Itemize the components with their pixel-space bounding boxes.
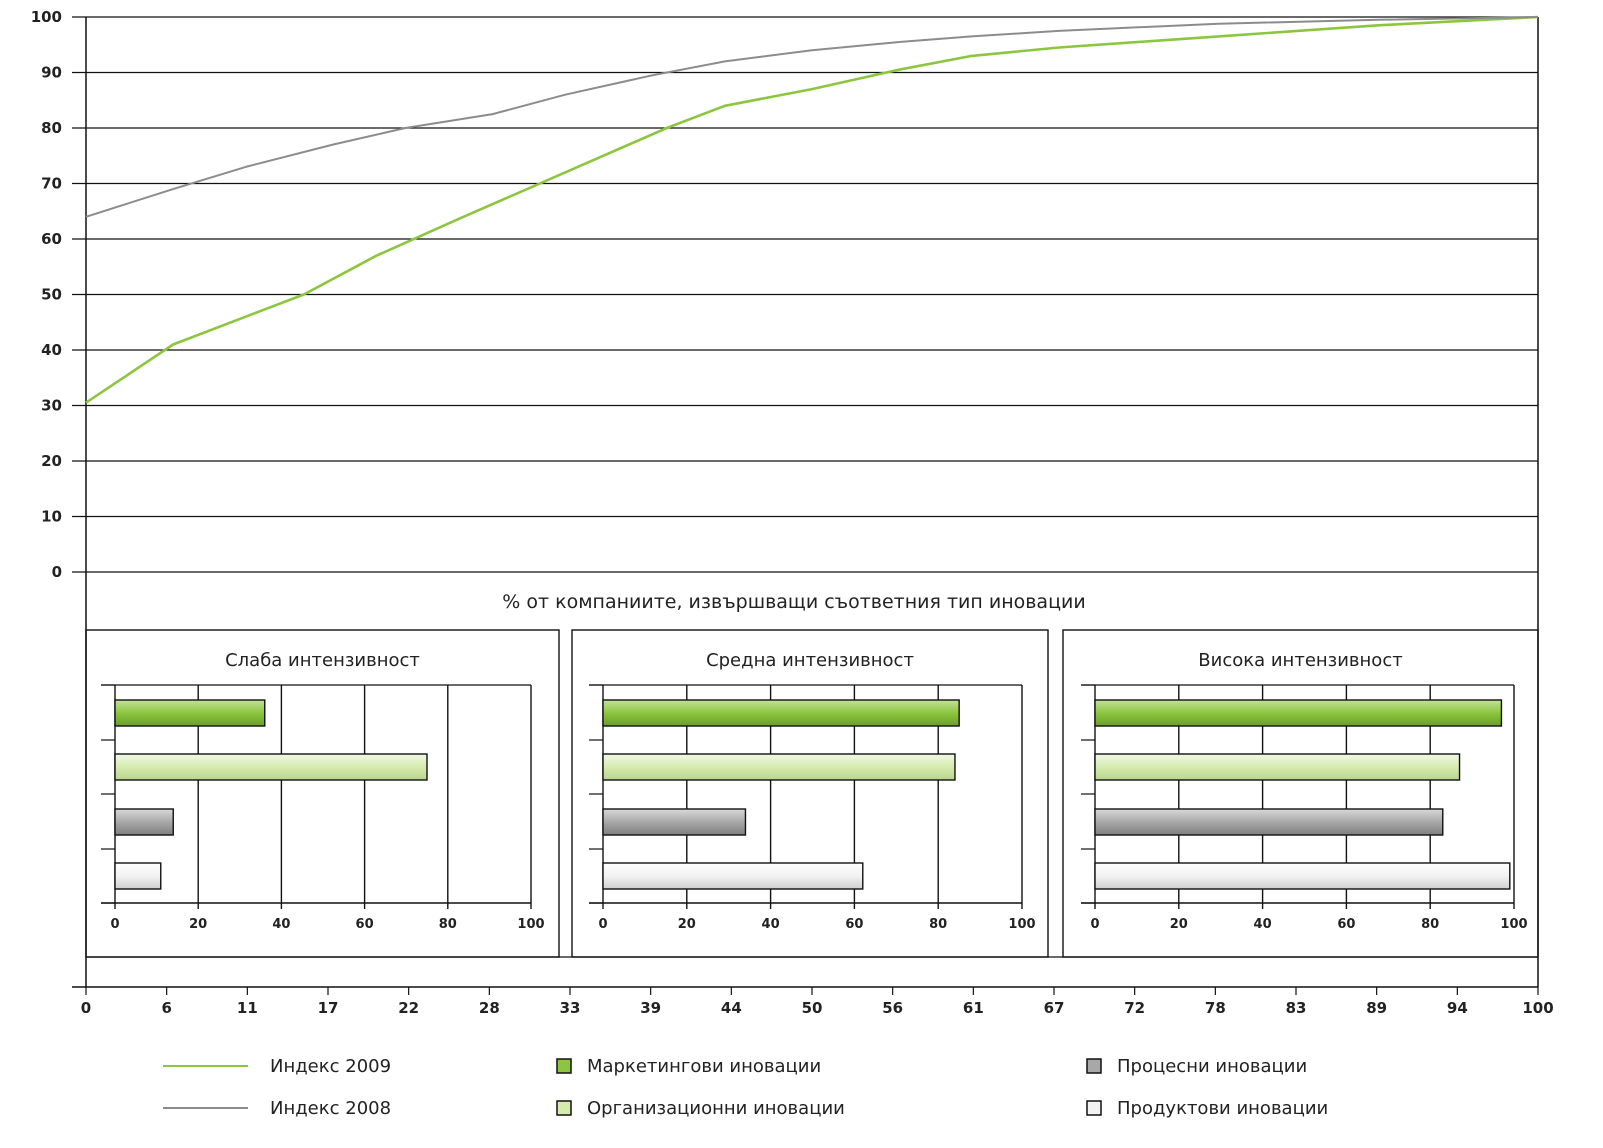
bar-organizational [1094, 753, 1461, 781]
x-tick-label: 17 [318, 999, 339, 1017]
x-tick-label: 50 [802, 999, 823, 1017]
y-tick-label: 80 [41, 119, 62, 137]
plot-caption: % от компаниите, извършващи съответния т… [502, 591, 1085, 613]
x-tick-label: 39 [640, 999, 661, 1017]
legend-item: Индекс 2009 [163, 1056, 391, 1077]
bar-product [1094, 862, 1511, 890]
bar-marketing [1094, 699, 1503, 727]
series-line-index-2009 [85, 15, 1539, 404]
panel-frame [85, 629, 560, 958]
x-tick-label: 78 [1205, 999, 1226, 1017]
legend-item: Продуктови иновации [1086, 1098, 1328, 1119]
y-tick-label: 50 [41, 286, 62, 304]
legend-label: Процесни иновации [1117, 1056, 1307, 1077]
y-tick-label: 0 [52, 563, 62, 581]
x-tick-label: 89 [1366, 999, 1387, 1017]
x-tick-label: 22 [398, 999, 419, 1017]
panel-title: Висока интензивност [1198, 650, 1402, 671]
y-tick-label: 60 [41, 230, 62, 248]
main-plot-layer: % от компаниите, извършващи съответния т… [85, 15, 1539, 613]
y-tick-label: 10 [41, 508, 62, 526]
legend-label: Продуктови иновации [1117, 1098, 1328, 1119]
legend-box-swatch [556, 1058, 572, 1074]
legend-box-swatch [1086, 1100, 1102, 1116]
legend-label: Индекс 2008 [270, 1098, 391, 1119]
legend-box-swatch [556, 1100, 572, 1116]
legend-item: Индекс 2008 [163, 1098, 391, 1119]
panel-x-tick-label: 20 [1170, 917, 1188, 932]
x-tick-label: 61 [963, 999, 984, 1017]
panel-x-tick-label: 0 [1090, 917, 1099, 932]
legend-layer: Индекс 2009 Маркетингови иновации Процесни… [163, 1056, 1328, 1119]
x-tick-label: 94 [1447, 999, 1468, 1017]
legend-item: Маркетингови иновации [556, 1056, 821, 1077]
y-tick-label: 90 [41, 64, 62, 82]
x-tick-label: 44 [721, 999, 742, 1017]
legend-box-swatch [1086, 1058, 1102, 1074]
panel-x-tick-label: 100 [1008, 917, 1035, 932]
x-tick-label: 100 [1522, 999, 1553, 1017]
panel-frame [571, 629, 1049, 958]
legend-item: Процесни иновации [1086, 1056, 1307, 1077]
series-line-index-2008 [85, 16, 1539, 218]
bar-panel-medium-intensity: Средна интензивност 0 20 40 60 80 100 [571, 629, 1049, 958]
y-tick-label: 40 [41, 341, 62, 359]
panel-title: Средна интензивност [706, 650, 914, 671]
x-tick-label: 0 [81, 999, 91, 1017]
panel-x-tick-label: 80 [929, 917, 947, 932]
panel-x-tick-label: 60 [1337, 917, 1355, 932]
bar-panel-weak-intensity: Слаба интензивност 0 20 40 60 80 100 [85, 629, 560, 958]
bar-process [114, 808, 174, 836]
bar-process [602, 808, 747, 836]
y-tick-label: 20 [41, 452, 62, 470]
legend-label: Индекс 2009 [270, 1056, 391, 1077]
x-tick-label: 28 [479, 999, 500, 1017]
legend-item: Организационни иновации [556, 1098, 845, 1119]
panel-x-tick-label: 80 [439, 917, 457, 932]
panel-x-tick-label: 80 [1421, 917, 1439, 932]
y-tick-label: 30 [41, 397, 62, 415]
bar-panel-high-intensity: Висока интензивност 0 20 40 60 80 100 [1062, 629, 1539, 958]
panel-frame [1062, 629, 1539, 958]
x-tick-label: 56 [882, 999, 903, 1017]
x-tick-label: 72 [1124, 999, 1145, 1017]
x-tick-label: 83 [1286, 999, 1307, 1017]
legend-label: Организационни иновации [587, 1098, 845, 1119]
panel-x-tick-label: 0 [110, 917, 119, 932]
x-tick-label: 67 [1044, 999, 1065, 1017]
bar-organizational [602, 753, 956, 781]
bar-process [1094, 808, 1444, 836]
panel-x-tick-label: 20 [678, 917, 696, 932]
y-tick-label: 100 [31, 8, 62, 26]
x-tick-label: 11 [237, 999, 258, 1017]
panel-x-tick-label: 60 [845, 917, 863, 932]
panel-x-tick-label: 20 [189, 917, 207, 932]
panel-x-tick-label: 40 [762, 917, 780, 932]
bar-product [602, 862, 864, 890]
legend-label: Маркетингови иновации [587, 1056, 821, 1077]
x-tick-label: 33 [560, 999, 581, 1017]
panel-x-tick-label: 0 [598, 917, 607, 932]
panel-x-tick-label: 40 [272, 917, 290, 932]
panel-title: Слаба интензивност [225, 650, 420, 671]
bar-marketing [114, 699, 266, 727]
panel-x-tick-label: 100 [1500, 917, 1527, 932]
y-tick-label: 70 [41, 175, 62, 193]
bar-marketing [602, 699, 960, 727]
panel-x-tick-label: 100 [517, 917, 544, 932]
panel-x-tick-label: 40 [1254, 917, 1272, 932]
bar-product [114, 862, 162, 890]
panel-x-tick-label: 60 [356, 917, 374, 932]
bar-organizational [114, 753, 428, 781]
x-tick-label: 6 [161, 999, 171, 1017]
